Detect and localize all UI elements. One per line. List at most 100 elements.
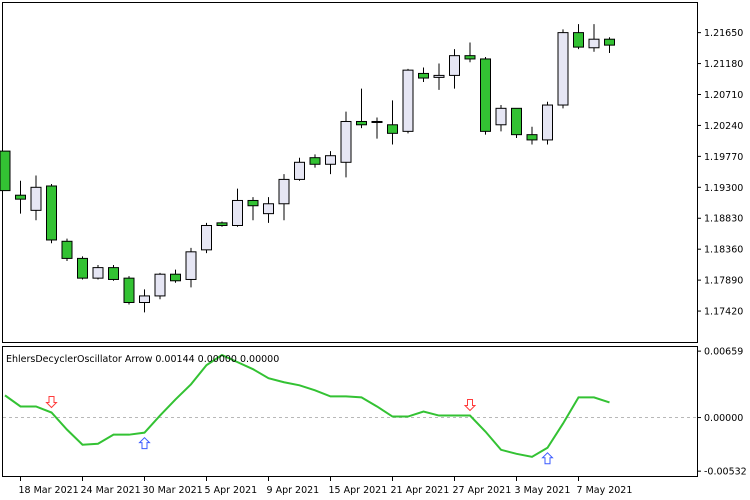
candle-body bbox=[92, 267, 104, 279]
candle bbox=[139, 289, 150, 313]
candle bbox=[573, 24, 584, 50]
candle bbox=[526, 126, 538, 145]
indicator-axis: 0.00659 0.00000 -0.00532 bbox=[697, 347, 747, 478]
signal-arrows bbox=[45, 396, 554, 465]
candle bbox=[387, 100, 398, 145]
candle bbox=[108, 264, 119, 281]
candle-body bbox=[433, 74, 445, 78]
candle bbox=[77, 256, 88, 280]
candle bbox=[340, 111, 352, 178]
candle-body bbox=[201, 224, 212, 251]
candle bbox=[604, 37, 615, 54]
candle bbox=[449, 49, 460, 89]
candle-body bbox=[418, 72, 429, 79]
candle-body bbox=[464, 55, 476, 60]
candle bbox=[511, 107, 522, 138]
candle bbox=[309, 154, 321, 168]
time-tick-label: 7 May 2021 bbox=[577, 485, 633, 496]
time-tick-label: 5 Apr 2021 bbox=[205, 485, 258, 496]
candle-body bbox=[139, 295, 150, 304]
candle-body bbox=[526, 134, 538, 141]
candle bbox=[247, 197, 259, 221]
candle bbox=[170, 269, 181, 283]
candle-body bbox=[356, 120, 367, 126]
candle-body bbox=[371, 120, 383, 123]
candle bbox=[61, 238, 73, 262]
price-tick-label: 1.18360 bbox=[704, 245, 743, 256]
price-tick-label: 1.20240 bbox=[704, 121, 743, 132]
candle-body bbox=[46, 185, 57, 241]
candle bbox=[542, 101, 553, 145]
candle-body bbox=[294, 161, 305, 180]
candle-body bbox=[557, 32, 569, 106]
candle-body bbox=[573, 32, 584, 48]
candle-body bbox=[340, 120, 352, 163]
candle bbox=[480, 56, 491, 135]
candle-body bbox=[325, 155, 336, 165]
time-tick-label: 3 May 2021 bbox=[515, 485, 571, 496]
candle-body bbox=[387, 124, 398, 134]
candle-body bbox=[154, 273, 166, 297]
oscillator-line bbox=[4, 353, 610, 458]
candle bbox=[15, 180, 26, 214]
buy-arrow-icon bbox=[138, 436, 151, 450]
candle bbox=[495, 105, 507, 132]
time-tick-label: 18 Mar 2021 bbox=[19, 485, 79, 496]
candle-body bbox=[185, 251, 197, 280]
candle bbox=[325, 151, 336, 175]
candle-body bbox=[588, 38, 600, 49]
price-tick-label: 1.17890 bbox=[704, 276, 743, 287]
candle-body bbox=[15, 194, 26, 200]
time-tick-label: 21 Apr 2021 bbox=[391, 485, 450, 496]
candle bbox=[46, 184, 57, 244]
candle-body bbox=[0, 150, 11, 192]
candle bbox=[418, 67, 429, 82]
time-tick-label: 27 Apr 2021 bbox=[453, 485, 512, 496]
candle-body bbox=[232, 199, 243, 226]
indicator-panel bbox=[2, 346, 698, 477]
candle-body bbox=[247, 199, 259, 207]
candle bbox=[433, 63, 445, 90]
candle bbox=[557, 29, 569, 109]
price-tick-label: 1.21180 bbox=[704, 59, 743, 70]
candle bbox=[232, 188, 243, 227]
candlestick-series bbox=[0, 24, 615, 313]
time-tick-label: 30 Mar 2021 bbox=[143, 485, 203, 496]
candle-body bbox=[216, 222, 228, 226]
price-tick-label: 1.18830 bbox=[704, 214, 743, 225]
candle-body bbox=[542, 104, 553, 141]
candle bbox=[154, 272, 166, 300]
candle-body bbox=[402, 69, 414, 132]
candle bbox=[92, 264, 104, 280]
candle-body bbox=[123, 277, 135, 304]
candle-body bbox=[449, 55, 460, 76]
candle bbox=[278, 174, 290, 221]
price-tick-label: 1.17420 bbox=[704, 307, 743, 318]
sell-arrow-icon bbox=[45, 396, 58, 409]
candle bbox=[356, 88, 367, 129]
candle-body bbox=[30, 186, 42, 211]
candle bbox=[588, 24, 600, 52]
main-chart-panel bbox=[2, 2, 698, 343]
candle bbox=[464, 42, 476, 63]
candle-body bbox=[604, 38, 615, 46]
time-axis: 18 Mar 2021 24 Mar 2021 30 Mar 2021 5 Apr 2… bbox=[19, 477, 633, 496]
candle-body bbox=[108, 267, 119, 280]
indicator-label: EhlersDecyclerOscillator Arrow 0.00144 0… bbox=[6, 354, 279, 365]
time-tick-label: 15 Apr 2021 bbox=[329, 485, 388, 496]
price-tick-label: 1.20710 bbox=[704, 90, 743, 101]
candle-body bbox=[309, 157, 321, 165]
indicator-tick-label: 0.00000 bbox=[704, 413, 743, 424]
candle-body bbox=[480, 58, 491, 132]
candle-body bbox=[263, 203, 274, 215]
price-tick-label: 1.19770 bbox=[704, 152, 743, 163]
candle-body bbox=[61, 240, 73, 259]
candle bbox=[371, 117, 383, 139]
buy-arrow-icon bbox=[541, 452, 554, 465]
candle-body bbox=[278, 178, 290, 205]
candle bbox=[402, 68, 414, 134]
candle bbox=[185, 247, 197, 288]
candle bbox=[263, 197, 274, 223]
price-tick-label: 1.21650 bbox=[704, 28, 743, 39]
candle bbox=[0, 150, 11, 192]
